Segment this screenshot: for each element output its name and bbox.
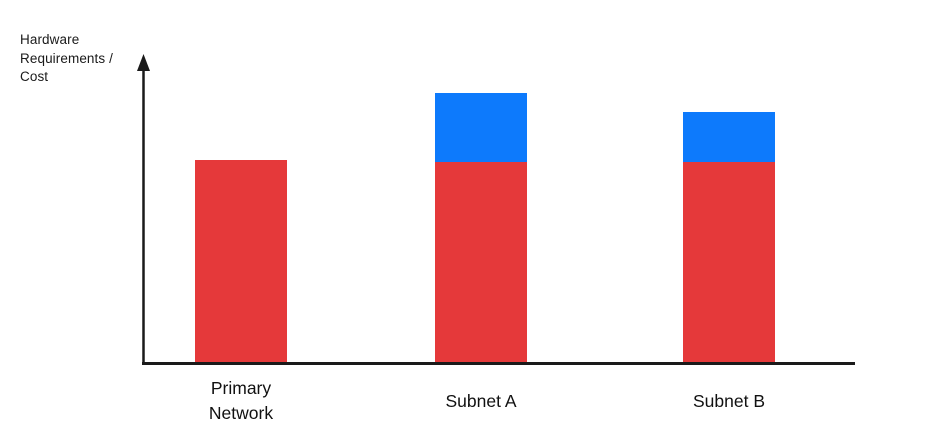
bar-subnet-b-base-requirement	[683, 162, 775, 362]
x-label-subnet-b: Subnet B	[693, 390, 765, 411]
y-axis-label: Hardware Requirements / Cost	[20, 32, 113, 84]
y-axis-arrow-icon	[137, 54, 150, 71]
bar-subnet-a-base-requirement	[435, 162, 527, 362]
x-label-subnet-a: Subnet A	[445, 390, 517, 411]
x-label-primary-network: Primary Network	[208, 378, 274, 423]
bar-subnet-a-additional-requirement	[435, 93, 527, 163]
bar-subnet-b-additional-requirement	[683, 111, 775, 163]
bar-primary-network-base-requirement	[195, 160, 287, 362]
